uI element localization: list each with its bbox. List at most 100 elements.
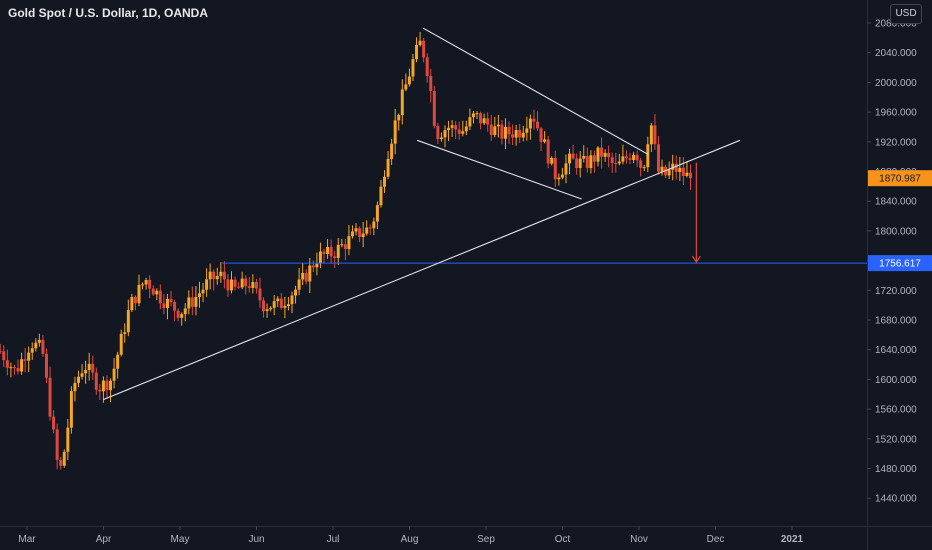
candle-down xyxy=(279,298,283,308)
candle-down xyxy=(41,339,45,354)
y-tick-label: 2000.000 xyxy=(875,78,917,89)
candle-up xyxy=(550,158,554,164)
candle-up xyxy=(475,113,479,115)
candle-up xyxy=(464,126,468,132)
candle-up xyxy=(564,163,568,175)
candle-down xyxy=(0,351,2,353)
candle-up xyxy=(461,131,465,134)
level-price-tag-label: 1756.617 xyxy=(879,259,921,270)
candle-down xyxy=(16,367,20,372)
candle-up xyxy=(208,271,212,280)
candle-down xyxy=(262,300,266,312)
candle-up xyxy=(27,352,31,361)
candle-up xyxy=(30,348,34,353)
candle-up xyxy=(496,124,500,127)
candle-up xyxy=(326,246,330,254)
candle-down xyxy=(222,271,226,280)
currency-button[interactable]: USD xyxy=(890,4,922,24)
candle-down xyxy=(607,152,611,158)
candle-up xyxy=(671,163,675,170)
candle-up xyxy=(685,172,689,176)
candle-up xyxy=(450,125,454,128)
candle-up xyxy=(525,128,529,133)
candle-down xyxy=(575,158,579,168)
candle-down xyxy=(500,124,504,139)
candle-up xyxy=(194,296,198,307)
candle-up xyxy=(73,382,77,392)
candle-down xyxy=(5,360,9,368)
candle-up xyxy=(372,221,376,229)
candle-down xyxy=(585,156,589,169)
candle-down xyxy=(311,265,315,268)
current-price-tag-label: 1870.987 xyxy=(879,174,921,185)
candle-up xyxy=(407,76,411,85)
trendline-rising-support xyxy=(103,139,741,400)
axes: 2080.000 2040.000 2000.000 1960.000 1920.000… xyxy=(18,19,932,545)
candle-down xyxy=(158,290,162,304)
candle-down xyxy=(489,124,493,135)
candle-up xyxy=(119,333,123,355)
candle-up xyxy=(297,279,301,290)
candle-down xyxy=(624,156,628,159)
candle-down xyxy=(52,416,56,430)
candle-up xyxy=(230,279,234,291)
y-tick-label: 1480.000 xyxy=(875,464,917,475)
current-price-tag-bg xyxy=(868,170,932,187)
candle-up xyxy=(183,308,187,315)
x-tick-label: Oct xyxy=(555,534,571,545)
candle-down xyxy=(546,139,550,164)
y-tick-label: 1720.000 xyxy=(875,286,917,297)
candle-up xyxy=(678,167,682,173)
candle-up xyxy=(439,137,443,140)
candle-down xyxy=(592,155,596,162)
y-tick-label: 2080.000 xyxy=(875,19,917,30)
y-tick-label: 1960.000 xyxy=(875,108,917,119)
candle-up xyxy=(375,205,379,222)
candle-up xyxy=(155,290,159,295)
y-tick-label: 1640.000 xyxy=(875,345,917,356)
candle-up xyxy=(9,367,13,369)
candle-down xyxy=(628,158,632,160)
candle-down xyxy=(162,303,166,309)
level-price-tag-bg xyxy=(868,255,932,272)
candle-down xyxy=(674,163,678,173)
candle-up xyxy=(318,251,322,264)
candle-up xyxy=(77,376,81,383)
candle-down xyxy=(244,278,248,287)
candle-down xyxy=(44,353,48,378)
candle-down xyxy=(639,160,643,168)
candle-down xyxy=(173,302,177,311)
candle-down xyxy=(457,129,461,134)
candle-down xyxy=(226,279,230,291)
candle-up xyxy=(404,84,408,90)
chart-title: Gold Spot / U.S. Dollar, 1D, OANDA xyxy=(8,6,209,20)
candle-up xyxy=(130,297,134,311)
trendline-descending-upper xyxy=(423,27,649,155)
candle-up xyxy=(112,368,116,381)
candle-up xyxy=(365,227,369,234)
candle-up xyxy=(560,174,564,178)
candle-down xyxy=(254,282,258,289)
candle-up xyxy=(201,289,205,294)
candle-up xyxy=(123,332,127,334)
candle-up xyxy=(543,139,547,142)
candle-up xyxy=(354,228,358,232)
candle-up xyxy=(379,186,383,206)
trendline-descending-lower xyxy=(416,139,582,200)
candle-up xyxy=(578,158,582,168)
candle-up xyxy=(84,370,88,374)
candle-down xyxy=(322,251,326,254)
candle-up xyxy=(646,144,650,168)
candle-down xyxy=(532,118,536,122)
candle-down xyxy=(133,297,137,304)
candle-up xyxy=(468,117,472,127)
candle-up xyxy=(503,126,507,139)
trendlines xyxy=(103,27,867,400)
x-tick-label: Mar xyxy=(18,534,36,545)
candle-down xyxy=(343,244,347,250)
candle-up xyxy=(642,167,646,169)
candle-up xyxy=(568,153,572,164)
candle-up xyxy=(308,265,312,282)
